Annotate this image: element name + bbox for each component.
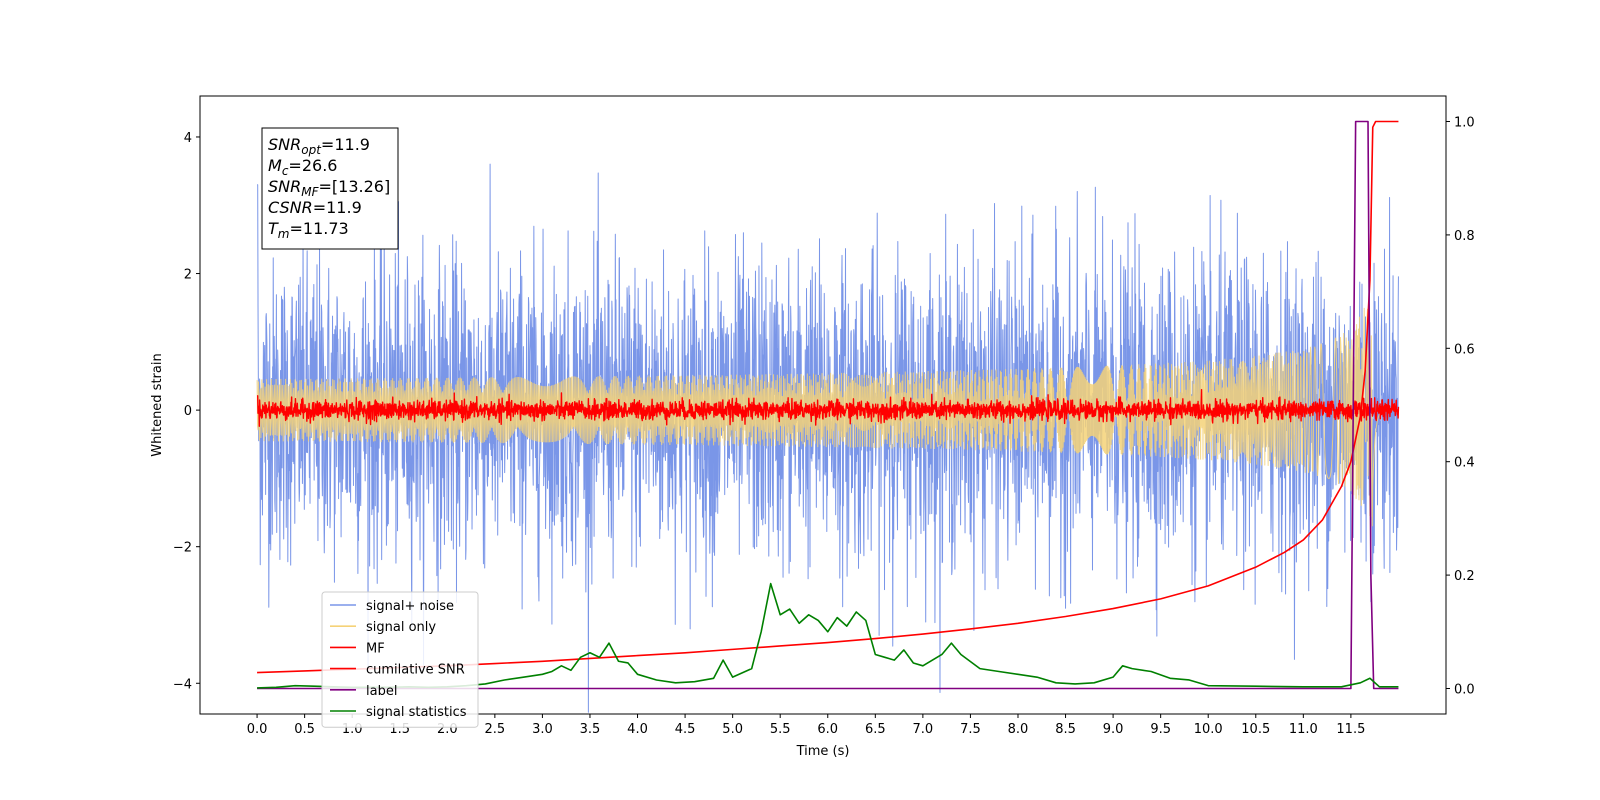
series-mf [256, 388, 1400, 427]
annotation-line: SNRopt=11.9 [268, 135, 370, 157]
x-tick-label: 2.5 [485, 722, 506, 737]
legend-frame [321, 591, 479, 728]
plot-frame [199, 95, 1447, 715]
annotation-value: =11.73 [289, 219, 348, 238]
y-axis-label: Whitened strain [150, 353, 165, 456]
annotation-value: =11.9 [321, 135, 370, 154]
annotation-symbol: CSNR [268, 198, 313, 217]
y2-tick-label: 0.0 [1454, 682, 1475, 697]
x-tick-label: 10.5 [1241, 722, 1270, 737]
annotation-subscript: MF [301, 185, 319, 199]
annotation-value: =26.6 [288, 156, 337, 175]
x-tick-label: 3.0 [532, 722, 553, 737]
annotation-symbol: M [268, 156, 282, 175]
x-tick-label: 9.0 [1103, 722, 1124, 737]
y2-tick-label: 0.6 [1454, 342, 1475, 357]
x-tick-label: 11.0 [1289, 722, 1318, 737]
annotation-symbol: T [268, 219, 279, 238]
y2-tick-label: 0.2 [1454, 569, 1475, 584]
series-label [257, 120, 1399, 690]
x-tick-label: 8.5 [1055, 722, 1076, 737]
series-cumilative-snr [257, 120, 1399, 674]
x-tick-label: 4.5 [675, 722, 696, 737]
x-tick-label: 0.0 [247, 722, 268, 737]
y-tick-label: 0 [184, 404, 192, 419]
x-tick-label: 4.0 [627, 722, 648, 737]
y-tick-label: 2 [184, 268, 192, 283]
x-tick-label: 5.5 [770, 722, 791, 737]
x-tick-label: 11.5 [1336, 722, 1365, 737]
y-tick-label: −2 [173, 541, 192, 556]
y2-tick-label: 0.4 [1454, 456, 1475, 471]
x-tick-label: 6.5 [865, 722, 886, 737]
plot-area [256, 120, 1400, 713]
x-tick-label: 10.0 [1194, 722, 1223, 737]
annotation-symbol: SNR [268, 177, 301, 196]
x-tick-label: 7.5 [960, 722, 981, 737]
annotation-box: SNRopt=11.9Mc=26.6SNRMF=[13.26]CSNR=11.9… [261, 127, 399, 250]
annotation-line: Mc=26.6 [268, 156, 337, 178]
annotation-frame [261, 127, 399, 250]
x-tick-label: 3.5 [580, 722, 601, 737]
annotation-line: CSNR=11.9 [268, 198, 362, 217]
x-tick-label: 7.0 [913, 722, 934, 737]
legend-entry: label [366, 684, 397, 699]
series-signal-only [256, 307, 1399, 527]
legend-entry: signal only [366, 620, 436, 635]
y-tick-label: 4 [184, 131, 192, 146]
annotation-subscript: c [282, 164, 289, 178]
x-tick-label: 6.0 [817, 722, 838, 737]
legend-entry: signal+ noise [366, 599, 454, 614]
y2-tick-label: 1.0 [1454, 116, 1475, 131]
y-tick-label: −4 [173, 677, 192, 692]
x-tick-label: 0.5 [294, 722, 315, 737]
annotation-symbol: SNR [268, 135, 301, 154]
x-tick-label: 8.0 [1008, 722, 1029, 737]
legend-entry: MF [366, 641, 385, 656]
annotation-subscript: m [278, 227, 290, 241]
y2-tick-label: 0.8 [1454, 229, 1475, 244]
legend: signal+ noise signal only MF cumilative SNR… [321, 591, 479, 728]
annotation-value: =11.9 [313, 198, 362, 217]
x-tick-label: 9.5 [1150, 722, 1171, 737]
annotation-value: =[13.26] [319, 177, 391, 196]
x-tick-label: 5.0 [722, 722, 743, 737]
annotation-subscript: opt [301, 143, 322, 157]
series-signal-statistics [257, 582, 1399, 689]
legend-entry: cumilative SNR [366, 663, 465, 678]
annotation-line: SNRMF=[13.26] [268, 177, 390, 199]
x-axis-label: Time (s) [796, 744, 850, 759]
legend-entry: signal statistics [366, 705, 467, 720]
annotation-line: Tm=11.73 [268, 219, 349, 241]
